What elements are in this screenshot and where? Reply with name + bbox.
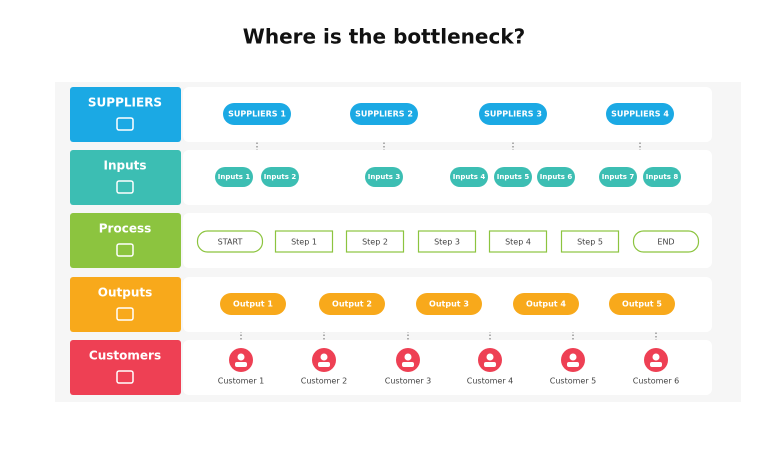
output-label: Output 3 [429,300,469,309]
process-label: Step 1 [291,238,317,247]
input-label: Inputs 2 [264,173,297,181]
supplier-label: SUPPLIERS 3 [484,110,542,119]
supplier-pill [479,103,547,125]
row-panel [183,340,712,395]
process-label: Step 4 [505,238,531,247]
customer-label: Customer 4 [467,377,514,386]
customer-head [404,353,412,361]
row-label-box [70,277,181,332]
customer-body [318,362,330,367]
customer-body [650,362,662,367]
process-step [560,230,620,253]
output-pill [609,293,675,315]
output-label: Output 5 [622,300,662,309]
customer-head [486,353,494,361]
row-label-box [70,87,181,142]
input-pill [599,167,637,187]
row-label-box [70,340,181,395]
input-label: Inputs 1 [218,173,251,181]
customer-label: Customer 3 [385,377,432,386]
row-label: Process [99,222,152,236]
process-label: START [218,238,243,247]
row-label: Inputs [103,159,146,173]
customer-label: Customer 5 [550,377,597,386]
customer-body [567,362,579,367]
input-pill [215,167,253,187]
input-pill [494,167,532,187]
input-label: Inputs 3 [368,173,401,181]
supplier-pill [606,103,674,125]
process-step [345,230,405,253]
output-pill [513,293,579,315]
output-pill [220,293,286,315]
process-step [632,230,700,253]
row-label: Customers [89,349,161,363]
output-label: Output 2 [332,300,372,309]
supplier-pill [223,103,291,125]
customer-head [320,353,328,361]
customer-head [569,353,577,361]
row-label: SUPPLIERS [88,96,162,110]
process-label: Step 5 [577,238,603,247]
row-icon [116,370,134,384]
input-pill [450,167,488,187]
customer-label: Customer 1 [218,377,265,386]
process-step [274,230,334,253]
process-step [488,230,548,253]
supplier-label: SUPPLIERS 2 [355,110,413,119]
output-pill [319,293,385,315]
row-panel [183,87,712,142]
supplier-pill [350,103,418,125]
process-step [196,230,264,253]
output-label: Output 1 [233,300,273,309]
output-pill [416,293,482,315]
input-label: Inputs 8 [646,173,679,181]
customer-head [237,353,245,361]
customer-body [402,362,414,367]
process-label: Step 2 [362,238,388,247]
supplier-label: SUPPLIERS 1 [228,110,286,119]
row-icon [116,307,134,321]
input-pill [537,167,575,187]
customer-body [484,362,496,367]
customer-label: Customer 6 [633,377,680,386]
supplier-label: SUPPLIERS 4 [611,110,669,119]
customer-body [235,362,247,367]
row-icon [116,117,134,131]
customer-label: Customer 2 [301,377,348,386]
output-label: Output 4 [526,300,566,309]
process-label: Step 3 [434,238,460,247]
input-label: Inputs 7 [602,173,635,181]
customer-head [652,353,660,361]
input-pill [365,167,403,187]
input-label: Inputs 4 [453,173,486,181]
input-pill [261,167,299,187]
row-label-box [70,150,181,205]
row-label-box [70,213,181,268]
input-pill [643,167,681,187]
input-label: Inputs 6 [540,173,573,181]
input-label: Inputs 5 [497,173,530,181]
title: Where is the bottleneck? [243,25,525,49]
row-panel [183,150,712,205]
row-label: Outputs [98,286,153,300]
row-icon [116,180,134,194]
process-label: END [657,238,674,247]
process-step [417,230,477,253]
row-icon [116,243,134,257]
